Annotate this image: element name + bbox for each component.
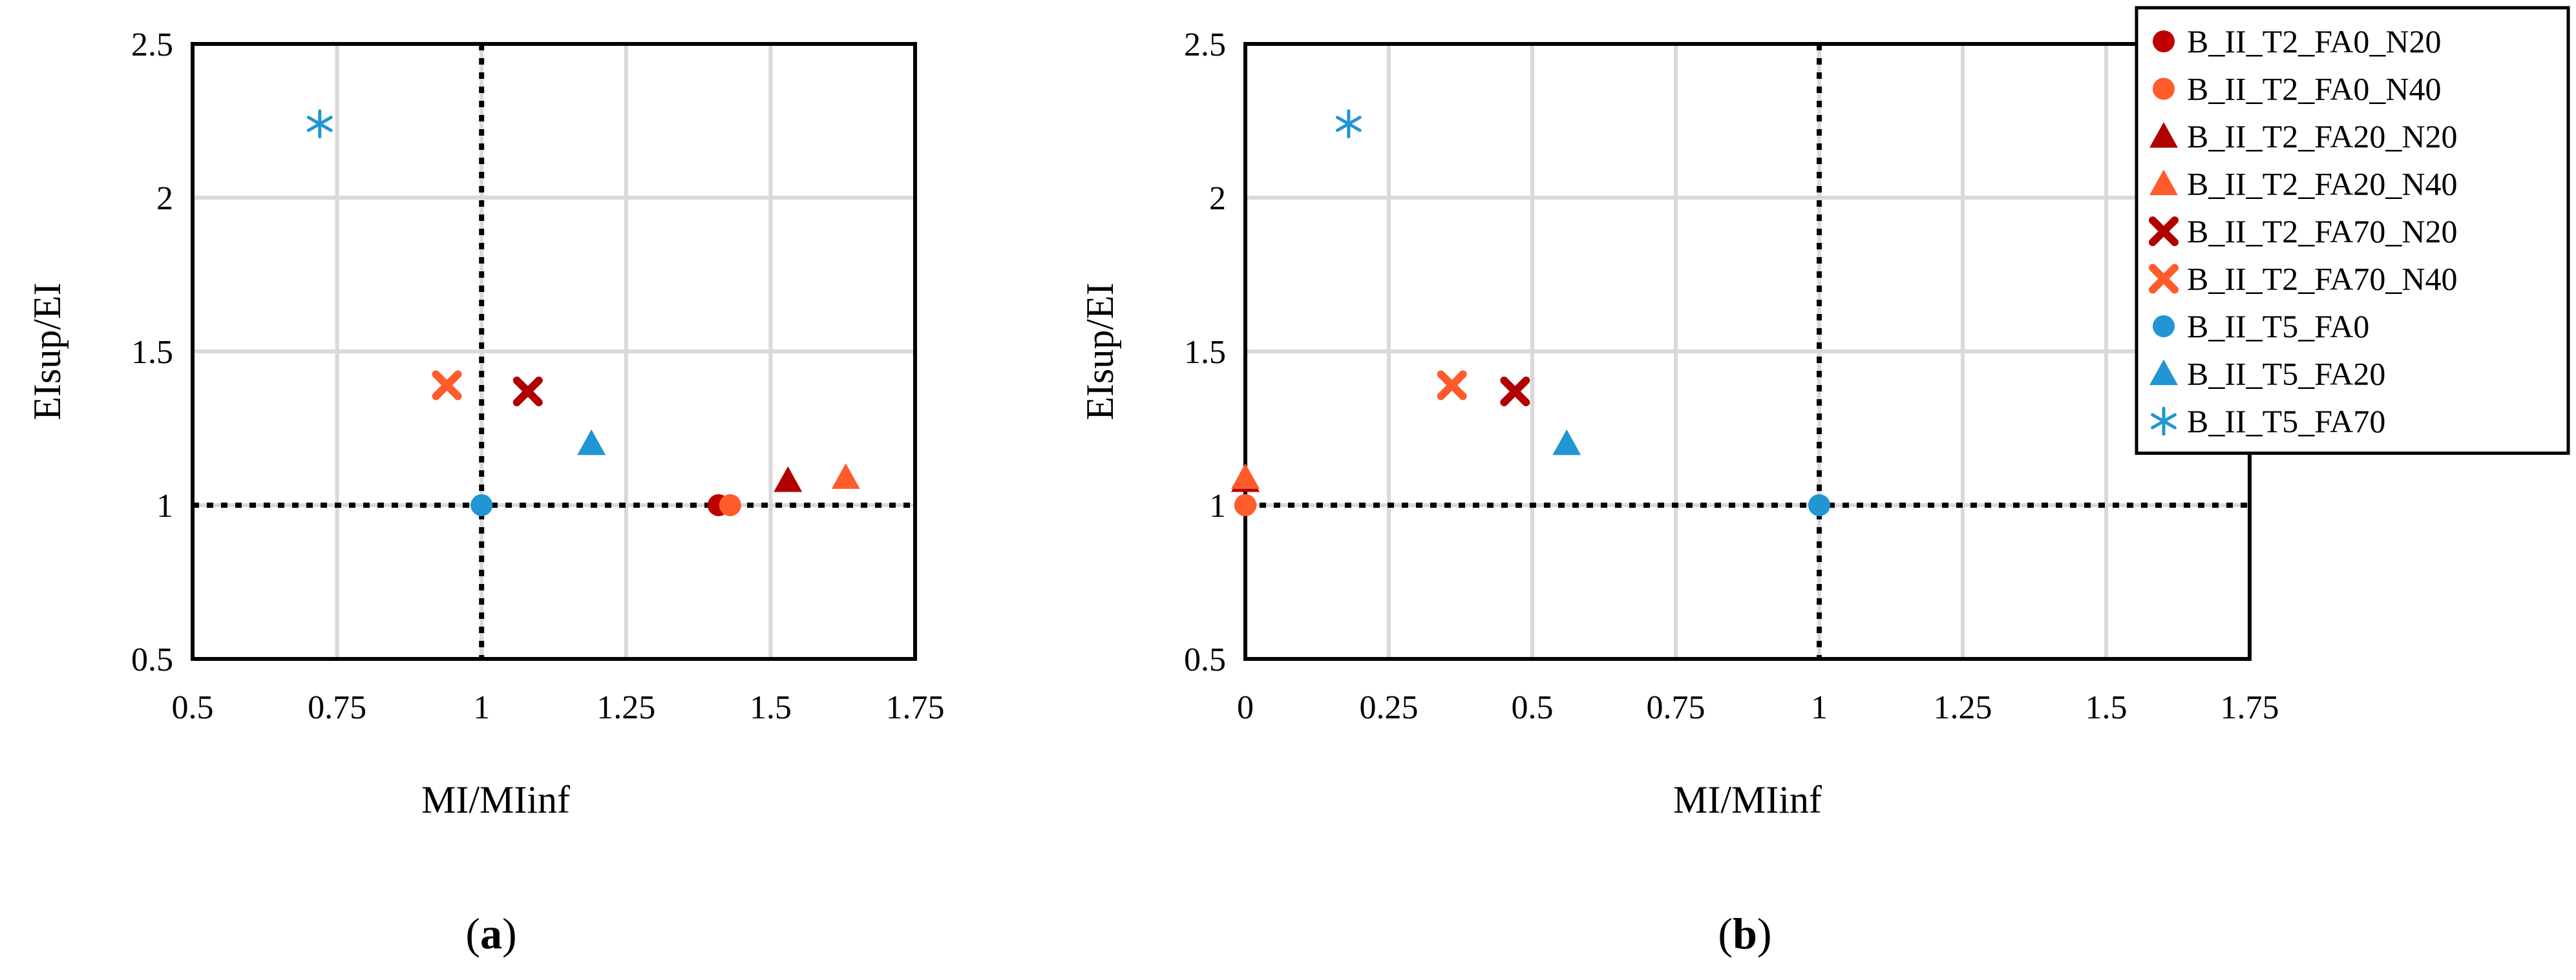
data-point-b-ii-t5-fa0: [1808, 494, 1830, 516]
legend-marker-b-ii-t2-fa0-n40: [2153, 78, 2175, 100]
legend: B_II_T2_FA0_N20 B_II_T2_FA0_N40 B_II_T2_FA…: [2135, 6, 2570, 455]
legend-entry-label: B_II_T2_FA0_N40: [2187, 71, 2442, 107]
data-point-b-ii-t5-fa0: [470, 494, 493, 516]
y-tick-label: 2: [1209, 180, 1226, 217]
x-tick-label: 0.5: [1512, 689, 1554, 726]
legend-marker-b-ii-t5-fa0: [2153, 315, 2175, 337]
legend-marker-b-ii-t5-fa20: [2149, 359, 2178, 386]
y-tick-label: 1.5: [1184, 334, 1226, 371]
chart-panel-a: 0.5 0.75 1 1.25 1.5 1.75 0.5 1 1.5 2 2.5 MI/MIinf EI…: [26, 26, 945, 958]
data-points: [306, 109, 860, 516]
legend-entry-label: B_II_T2_FA0_N20: [2187, 23, 2442, 59]
legend-marker-b-ii-t2-fa20-n40: [2149, 169, 2178, 196]
legend-entry-label: B_II_T5_FA70: [2187, 403, 2385, 439]
data-point-b-ii-t2-fa0-n40: [719, 494, 741, 516]
y-tick-label: 1.5: [131, 334, 173, 371]
data-point-b-ii-t2-fa70-n20: [1500, 376, 1530, 406]
legend-marker-b-ii-t2-fa70-n40: [2149, 264, 2179, 294]
x-tick-label: 1.5: [750, 689, 792, 726]
legend-marker-b-ii-t5-fa70: [2151, 406, 2177, 436]
x-tick-label: 1.25: [596, 689, 655, 726]
legend-entry-label: B_II_T2_FA70_N40: [2187, 261, 2458, 297]
x-tick-label: 0: [1237, 689, 1254, 726]
x-tick-label: 0.25: [1360, 689, 1419, 726]
y-tick-label: 2: [156, 180, 173, 217]
panel-label: (b): [1718, 909, 1771, 958]
y-tick-label: 1: [1209, 488, 1226, 525]
x-tick-label: 1.75: [2221, 689, 2279, 726]
legend-entry-label: B_II_T5_FA20: [2187, 356, 2385, 392]
x-tick-label: 1.25: [1934, 689, 1992, 726]
data-point-b-ii-t2-fa20-n40: [831, 463, 860, 489]
x-tick-label: 0.5: [172, 689, 214, 726]
data-points: [1231, 109, 1830, 516]
x-axis-label: MI/MIinf: [1673, 778, 1822, 821]
y-axis-label: EIsup/EI: [26, 282, 69, 420]
x-tick-label: 1: [473, 689, 490, 726]
legend-marker-b-ii-t2-fa0-n20: [2153, 30, 2175, 52]
panel-label: (a): [465, 909, 516, 958]
x-tick-label: 1: [1811, 689, 1828, 726]
y-tick-label: 2.5: [1184, 26, 1226, 63]
y-tick-label: 0.5: [1184, 641, 1226, 678]
chart-panel-b: 0 0.25 0.5 0.75 1 1.25 1.5 1.75 0.5 1 1.5 2 2.5 MI/MI…: [1079, 6, 2570, 958]
y-tick-label: 0.5: [131, 641, 173, 678]
x-tick-label: 0.75: [1647, 689, 1705, 726]
data-point-b-ii-t5-fa70: [1335, 109, 1362, 139]
data-point-b-ii-t2-fa70-n20: [512, 376, 543, 406]
x-tick-label: 1.5: [2085, 689, 2127, 726]
data-point-b-ii-t5-fa20: [1552, 429, 1581, 455]
legend-entry-label: B_II_T2_FA70_N20: [2187, 213, 2458, 249]
legend-entry-label: B_II_T2_FA20_N40: [2187, 166, 2458, 202]
gridlines: [193, 44, 915, 659]
data-point-b-ii-t2-fa70-n40: [1437, 370, 1467, 401]
legend-entry-label: B_II_T5_FA0: [2187, 308, 2369, 344]
data-point-b-ii-t5-fa70: [306, 109, 333, 139]
y-axis-label: EIsup/EI: [1079, 282, 1121, 420]
legend-entry-label: B_II_T2_FA20_N20: [2187, 118, 2458, 154]
y-tick-label: 2.5: [131, 26, 173, 63]
legend-box: [2135, 6, 2570, 455]
x-tick-label: 0.75: [308, 689, 366, 726]
data-point-b-ii-t2-fa20-n40: [1231, 463, 1260, 489]
legend-marker-b-ii-t2-fa70-n20: [2149, 216, 2179, 246]
gridlines: [1245, 44, 2250, 659]
legend-marker-b-ii-t2-fa20-n20: [2149, 122, 2178, 148]
data-point-b-ii-t2-fa70-n40: [432, 370, 462, 401]
x-tick-label: 1.75: [886, 689, 945, 726]
x-axis-label: MI/MIinf: [421, 778, 570, 821]
plot-frame: [191, 42, 917, 661]
data-point-b-ii-t5-fa20: [577, 429, 606, 455]
data-point-b-ii-t2-fa0-n40: [1234, 494, 1256, 516]
y-tick-label: 1: [156, 488, 173, 525]
data-point-b-ii-t2-fa20-n20: [774, 466, 803, 492]
